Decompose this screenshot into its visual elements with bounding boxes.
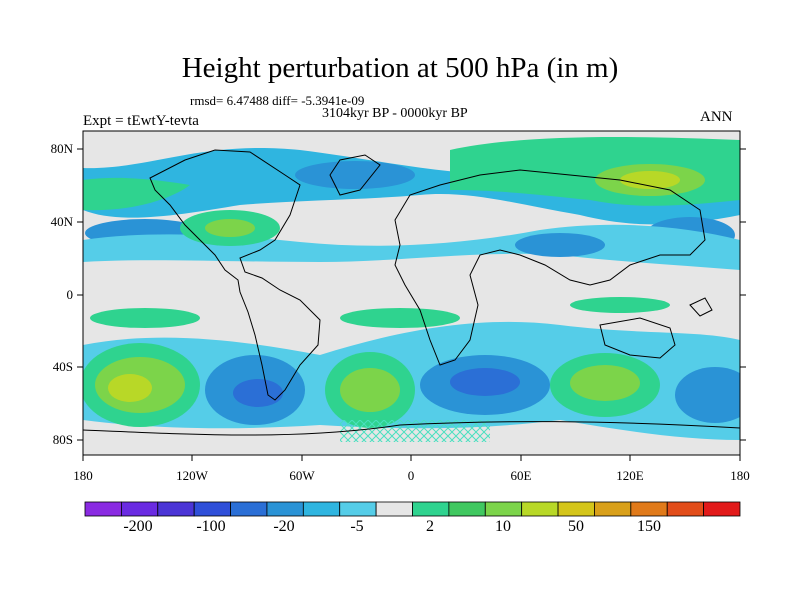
colorbar-cell bbox=[302, 501, 341, 517]
colorbar-cell bbox=[448, 501, 486, 517]
stats-text: rmsd= 6.47488 diff= -5.3941e-09 bbox=[190, 93, 365, 108]
nh-yellow-core bbox=[620, 171, 680, 189]
coastlines bbox=[83, 149, 740, 436]
sh-yellow-east bbox=[570, 365, 640, 401]
lat-ticks bbox=[77, 148, 746, 441]
nh-green-west bbox=[83, 177, 190, 211]
lat-label-0: 0 bbox=[66, 287, 74, 302]
colorbar-cell bbox=[594, 501, 632, 517]
colorbar-cell bbox=[193, 501, 231, 517]
colorbar-cell bbox=[120, 501, 159, 517]
colorbar-label: -100 bbox=[196, 518, 226, 535]
lat-label-80s: 80S bbox=[52, 432, 73, 447]
trop-green-3 bbox=[570, 297, 670, 313]
colorbar-label: 150 bbox=[637, 518, 661, 535]
colorbar-label: 2 bbox=[426, 518, 434, 535]
colorbar-cell bbox=[557, 501, 595, 517]
lon-label-180e: 180 bbox=[730, 468, 750, 483]
colorbar-label: 50 bbox=[568, 518, 584, 535]
lat-label-40n: 40N bbox=[50, 214, 73, 229]
season-label: ANN bbox=[700, 109, 733, 125]
sh-blue-far-east bbox=[675, 367, 740, 423]
experiment-label: Expt = tEwtY-tevta bbox=[83, 113, 199, 129]
colorbar-cell bbox=[630, 501, 668, 517]
nh-yellow-atlantic bbox=[205, 219, 255, 237]
colorbar-label: -20 bbox=[273, 518, 295, 535]
contour-field bbox=[83, 137, 740, 442]
lon-label-180w: 180 bbox=[73, 468, 93, 483]
colorbar-cell bbox=[484, 501, 523, 517]
lon-label-120e: 120E bbox=[616, 468, 644, 483]
colorbar-cell bbox=[375, 501, 413, 517]
sh-darkblue-samerica bbox=[233, 379, 283, 407]
colorbar-cell bbox=[703, 501, 741, 517]
sh-yellow-atlantic bbox=[340, 368, 400, 412]
lat-label-40s: 40S bbox=[52, 359, 73, 374]
lon-ticks bbox=[82, 455, 741, 461]
lon-label-120w: 120W bbox=[176, 468, 208, 483]
plot-title: Height perturbation at 500 hPa (in m) bbox=[181, 52, 619, 84]
sh-darkblue-indian bbox=[450, 368, 520, 396]
colorbar-cell bbox=[266, 501, 304, 517]
sh-yellow-core bbox=[108, 374, 152, 402]
nh-blue-low bbox=[295, 161, 415, 189]
colorbar-cell bbox=[230, 501, 268, 517]
nh-blue-asia bbox=[515, 233, 605, 257]
colorbar-cell bbox=[666, 501, 705, 517]
lat-label-80n: 80N bbox=[50, 141, 73, 156]
colorbar-cell bbox=[412, 501, 450, 517]
trop-green-1 bbox=[90, 308, 200, 328]
colorbar-label: 10 bbox=[495, 518, 511, 535]
colorbar-cell bbox=[157, 501, 195, 517]
colorbar-label: -200 bbox=[123, 518, 153, 535]
trop-green-2 bbox=[340, 308, 460, 328]
lon-label-60e: 60E bbox=[510, 468, 532, 483]
colorbar-cell bbox=[84, 501, 122, 517]
lon-label-60w: 60W bbox=[289, 468, 315, 483]
antarctic-hatch bbox=[340, 420, 490, 442]
colorbar bbox=[84, 501, 741, 517]
lon-label-0: 0 bbox=[407, 468, 415, 483]
colorbar-cell bbox=[521, 501, 559, 517]
colorbar-label: -5 bbox=[350, 518, 364, 535]
colorbar-cell bbox=[339, 501, 377, 517]
period-text: 3104kyr BP - 0000kyr BP bbox=[322, 106, 468, 121]
